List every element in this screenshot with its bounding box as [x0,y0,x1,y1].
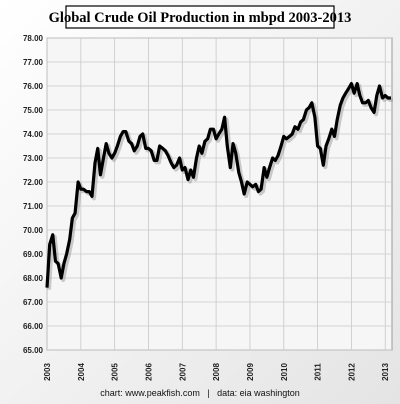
y-tick-label: 66.00 [23,322,44,331]
x-tick-label: 2012 [347,363,356,381]
footer: chart: www.peakfish.com | data: eia wash… [100,388,299,398]
chart-title: Global Crude Oil Production in mbpd 2003… [49,10,352,26]
x-tick-label: 2008 [212,363,221,381]
plot-area [46,37,393,351]
y-tick-label: 71.00 [23,202,44,211]
y-tick-label: 67.00 [23,298,44,307]
line [45,82,391,288]
y-tick-label: 76.00 [23,82,44,91]
x-tick-label: 2004 [77,363,86,381]
title-box [65,5,335,29]
x-tick-label: 2011 [314,363,323,381]
y-tick-label: 68.00 [23,274,44,283]
y-tick-label: 77.00 [23,58,44,67]
x-tick-label: 2005 [111,363,120,381]
y-tick-label: 65.00 [23,346,44,355]
y-tick-label: 72.00 [23,178,44,187]
x-tick-label: 2006 [144,363,153,381]
x-tick-label: 2013 [381,363,390,381]
y-tick-label: 73.00 [23,154,44,163]
y-tick-label: 70.00 [23,226,44,235]
y-tick-label: 69.00 [23,250,44,259]
x-tick-label: 2003 [43,363,52,381]
x-tick-label: 2010 [280,363,289,381]
y-tick-label: 74.00 [23,130,44,139]
x-tick-label: 2007 [178,363,187,381]
y-tick-label: 75.00 [23,106,44,115]
y-tick-label: 78.00 [23,34,44,43]
x-tick-label: 2009 [246,363,255,381]
